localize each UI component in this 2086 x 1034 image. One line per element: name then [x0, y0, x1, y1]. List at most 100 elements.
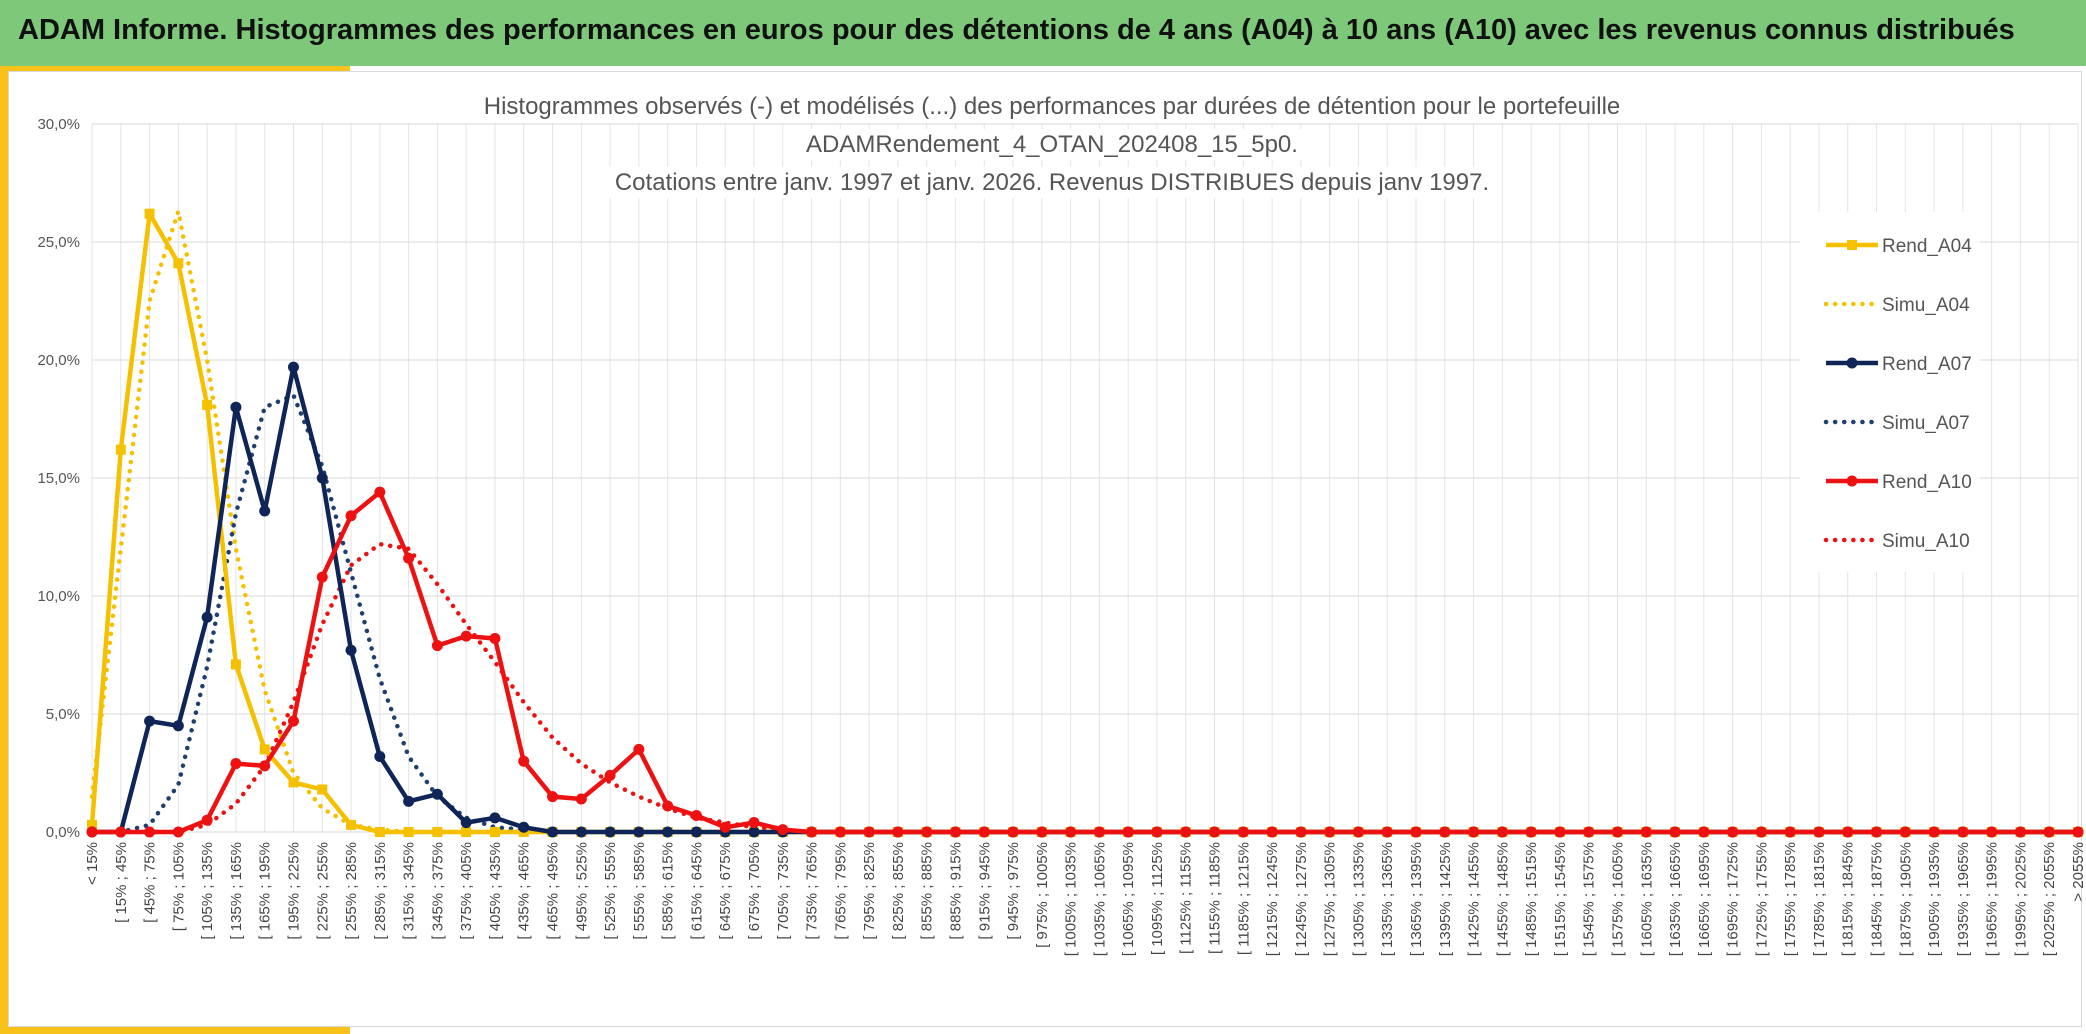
data-point	[1842, 826, 1854, 838]
data-point	[1928, 826, 1940, 838]
x-tick-label: [ 615% ; 645%	[688, 842, 705, 940]
x-tick-label: [ 1515% ; 1545%	[1552, 842, 1569, 956]
x-tick-label: [ 315% ; 345%	[401, 842, 418, 940]
data-point	[604, 826, 616, 838]
x-tick-label: [ 1845% ; 1875%	[1869, 842, 1886, 956]
x-tick-label: [ 915% ; 945%	[976, 842, 993, 940]
legend-item: Simu_A07	[1823, 413, 1970, 434]
x-tick-label: [ 1005% ; 1035%	[1063, 842, 1080, 956]
x-tick-label: [ 75% ; 105%	[170, 842, 187, 931]
data-point	[259, 744, 270, 755]
chart-title-line: Histogrammes observés (-) et modélisés (…	[484, 93, 1621, 120]
data-point	[431, 640, 443, 652]
x-tick-label: [ 1695% ; 1725%	[1725, 842, 1742, 956]
data-point	[230, 659, 241, 670]
data-point	[287, 715, 299, 727]
data-point	[489, 812, 501, 824]
legend-label: Rend_A10	[1882, 472, 1972, 493]
data-point	[1093, 826, 1105, 838]
x-tick-label: [ 1305% ; 1335%	[1350, 842, 1367, 956]
x-tick-label: > 2055%	[2070, 842, 2086, 902]
x-tick-label: [ 1635% ; 1665%	[1667, 842, 1684, 956]
header-banner: ADAM Informe. Histogrammes des performan…	[0, 0, 2086, 66]
x-tick-label: [ 645% ; 675%	[717, 842, 734, 940]
chart-title-background	[477, 91, 1627, 122]
series-line	[89, 211, 2078, 835]
data-point	[115, 826, 127, 838]
data-point	[1295, 826, 1307, 838]
data-point	[489, 827, 500, 837]
data-point	[1755, 826, 1767, 838]
frame-accent-bottom	[0, 1027, 350, 1034]
x-tick-label: [ 885% ; 915%	[947, 842, 964, 940]
frame-accent-top	[0, 66, 350, 71]
legend-label: Rend_A07	[1882, 354, 1972, 375]
data-point	[604, 769, 616, 781]
series-lines	[86, 208, 2084, 838]
data-point	[575, 826, 587, 838]
x-tick-label: [ 555% ; 585%	[631, 842, 648, 940]
legend-item: Rend_A07	[1826, 354, 1972, 375]
y-tick-label: 0,0%	[46, 824, 80, 841]
data-point	[431, 788, 443, 800]
data-point	[1813, 826, 1825, 838]
data-point	[172, 720, 184, 732]
series-Simu_A10	[89, 541, 2081, 835]
legend-label: Simu_A10	[1882, 531, 1970, 552]
chart-title-background	[800, 129, 1304, 160]
x-tick-label: [ 1995% ; 2025%	[2012, 842, 2029, 956]
data-point	[2043, 826, 2055, 838]
data-point	[1324, 826, 1336, 838]
x-tick-label: < 15%	[84, 842, 101, 885]
x-tick-label: [ 1485% ; 1515%	[1523, 842, 1540, 956]
data-point	[863, 826, 875, 838]
x-tick-label: [ 855% ; 885%	[919, 842, 936, 940]
data-point	[172, 826, 184, 838]
x-tick-label: [ 675% ; 705%	[746, 842, 763, 940]
x-tick-label: [ 1455% ; 1485%	[1494, 842, 1511, 956]
data-point	[230, 758, 242, 770]
x-tick-label: [ 705% ; 735%	[775, 842, 792, 940]
series-Rend_A10	[86, 486, 2084, 838]
data-point	[144, 208, 155, 219]
data-point	[1352, 826, 1364, 838]
grid-lines	[91, 123, 2079, 833]
y-axis: 0,0% 5,0% 10,0% 15,0% 20,0% 25,0% 30,0%	[37, 116, 80, 841]
data-point	[1640, 826, 1652, 838]
y-tick-label: 5,0%	[46, 706, 80, 723]
x-tick-label: [ 165% ; 195%	[257, 842, 274, 940]
data-point	[834, 826, 846, 838]
x-tick-label: [ 1785% ; 1815%	[1811, 842, 1828, 956]
data-point	[489, 632, 501, 644]
data-point	[1237, 826, 1249, 838]
legend-item: Simu_A04	[1823, 295, 1970, 316]
data-point	[575, 793, 587, 805]
legend-marker	[1847, 240, 1857, 250]
x-tick-label: [ 1365% ; 1395%	[1408, 842, 1425, 956]
x-tick-label: [ 1035% ; 1065%	[1091, 842, 1108, 956]
data-point	[201, 814, 213, 826]
x-tick-label: [ 945% ; 975%	[1005, 842, 1022, 940]
series-Rend_A04	[87, 208, 2083, 837]
x-tick-label: [ 135% ; 165%	[228, 842, 245, 940]
chart-title-background	[608, 167, 1496, 198]
x-tick-label: [ 2025% ; 2055%	[2041, 842, 2058, 956]
y-tick-label: 25,0%	[37, 234, 80, 251]
data-point	[1122, 826, 1134, 838]
y-tick-label: 20,0%	[37, 352, 80, 369]
legend-label: Simu_A04	[1882, 295, 1970, 316]
data-point	[259, 505, 271, 517]
data-point	[1410, 826, 1422, 838]
data-point	[86, 826, 98, 838]
data-point	[144, 826, 156, 838]
data-point	[2014, 826, 2026, 838]
x-tick-label: [ 105% ; 135%	[199, 842, 216, 940]
x-tick-label: [ 525% ; 555%	[602, 842, 619, 940]
data-point	[403, 795, 415, 807]
x-tick-label: [ 1965% ; 1995%	[1984, 842, 2001, 956]
data-point	[662, 800, 674, 812]
x-axis: < 15% [ 15% ; 45% [ 45% ; 75% [ 75% ; 105% […	[84, 842, 2086, 956]
data-point	[518, 821, 530, 833]
series-line	[92, 364, 2078, 835]
